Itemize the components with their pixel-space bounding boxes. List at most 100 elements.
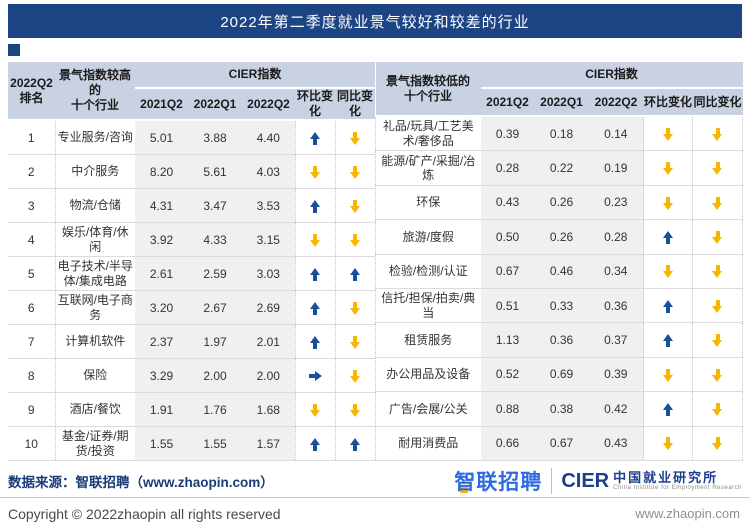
dual-table: 2022Q2 排名 景气指数较高的 十个行业 CIER指数 2021Q2 202… [8,62,744,462]
value-cell: 0.36 [534,322,589,358]
cier-name-en: China Institute for Employment Research [613,484,742,491]
industry-cell: 专业服务/咨询 [54,120,135,155]
value-cell: 0.39 [588,357,644,393]
value-cell: 5.01 [135,120,188,155]
down-arrow-icon [662,196,674,210]
table-row: 办公用品及设备 0.52 0.69 0.39 [375,357,744,393]
col-header-2022q2: 2022Q2 [588,88,644,117]
table-row: 8 保险 3.29 2.00 2.00 [8,358,376,393]
col-header-mom: 环比变化 [295,88,335,121]
col-header-low-industries: 景气指数较低的 十个行业 [375,62,481,117]
table-row: 礼品/玩具/工艺美术/奢侈品 0.39 0.18 0.14 [375,116,744,152]
industry-cell: 检验/检测/认证 [375,254,481,289]
down-arrow-icon [349,165,361,179]
value-cell: 0.36 [588,288,644,324]
website-text: www.zhaopin.com [635,506,740,521]
yoy-arrow-cell [334,154,376,189]
yoy-arrow-cell [692,357,744,393]
industry-cell: 能源/矿产/采掘/冶炼 [375,150,481,186]
value-cell: 0.18 [534,116,589,152]
mom-arrow-cell [643,219,693,255]
value-cell: 3.47 [188,188,242,223]
rank-cell: 2 [8,154,55,189]
down-arrow-icon [349,403,361,417]
down-arrow-icon [309,403,321,417]
col-header-2021q2: 2021Q2 [135,88,188,121]
col-header-rank: 2022Q2 排名 [8,62,55,121]
mom-arrow-cell [294,188,335,223]
value-cell: 2.59 [188,256,242,291]
down-arrow-icon [349,199,361,213]
mom-arrow-cell [643,322,693,358]
down-arrow-icon [349,233,361,247]
industry-cell: 信托/担保/拍卖/典当 [375,288,481,324]
value-cell: 1.91 [135,392,188,427]
mom-arrow-cell [643,426,693,462]
yoy-arrow-cell [334,392,376,427]
value-cell: 0.66 [480,426,535,462]
cier-institute-name: 中国就业研究所 China Institute for Employment R… [613,469,742,492]
mom-arrow-cell [294,120,335,155]
table-body-high: 1 专业服务/咨询 5.01 3.88 4.40 2 中介服务 8.20 5.61 4.03 3 物流… [8,120,376,461]
up-arrow-icon [309,437,321,451]
value-cell: 0.28 [480,150,535,186]
value-cell: 2.69 [242,290,295,325]
logo-divider [551,468,553,494]
table-row: 耐用消费品 0.66 0.67 0.43 [375,426,744,462]
table-body-low: 礼品/玩具/工艺美术/奢侈品 0.39 0.18 0.14 能源/矿产/采掘/冶炼 0.2… [375,116,744,462]
down-arrow-icon [662,437,674,451]
value-cell: 0.26 [534,185,589,221]
col-header-mom: 环比变化 [643,88,693,117]
value-cell: 4.33 [188,222,242,257]
industry-cell: 娱乐/体育/休闲 [54,222,135,257]
value-cell: 3.03 [242,256,295,291]
footer-divider [0,497,750,498]
title-banner: 2022年第二季度就业景气较好和较差的行业 [8,4,742,38]
value-cell: 2.01 [242,324,295,359]
down-arrow-icon [662,265,674,279]
col-header-yoy: 同比变化 [335,88,376,121]
value-cell: 0.23 [588,185,644,221]
value-cell: 3.53 [242,188,295,223]
mom-arrow-cell [643,116,693,152]
down-arrow-icon [349,301,361,315]
value-cell: 0.67 [534,426,589,462]
up-arrow-icon [309,267,321,281]
yoy-arrow-cell [334,324,376,359]
mom-arrow-cell [294,426,335,461]
up-arrow-icon [349,437,361,451]
up-arrow-icon [349,267,361,281]
down-arrow-icon [309,165,321,179]
table-row: 广告/会展/公关 0.88 0.38 0.42 [375,391,744,427]
value-cell: 0.19 [588,150,644,186]
value-cell: 3.20 [135,290,188,325]
industry-cell: 中介服务 [54,154,135,189]
down-arrow-icon [712,299,723,313]
logo-group: 智联招聘 CIER 中国就业研究所 China Institute for Em… [454,466,742,496]
value-cell: 0.43 [588,426,644,462]
mom-arrow-cell [294,358,335,393]
down-arrow-icon [662,162,674,176]
accent-square [8,44,20,56]
value-cell: 0.22 [534,150,589,186]
table-row: 旅游/度假 0.50 0.26 0.28 [375,219,744,255]
col-header-2022q2: 2022Q2 [242,88,295,121]
industry-cell: 保险 [54,358,135,393]
table-row: 租赁服务 1.13 0.36 0.37 [375,322,744,358]
table-low-prosperity: 景气指数较低的 十个行业 CIER指数 2021Q2 2022Q1 2022Q2… [375,62,744,462]
table-row: 信托/担保/拍卖/典当 0.51 0.33 0.36 [375,288,744,324]
industry-cell: 礼品/玩具/工艺美术/奢侈品 [375,116,481,152]
value-cell: 0.42 [588,391,644,427]
yoy-arrow-cell [334,222,376,257]
value-cell: 3.29 [135,358,188,393]
yoy-arrow-cell [334,290,376,325]
value-cell: 3.15 [242,222,295,257]
up-arrow-icon [309,131,321,145]
value-cell: 0.46 [534,254,589,289]
mom-arrow-cell [294,154,335,189]
down-arrow-icon [712,127,723,141]
cier-name-cn: 中国就业研究所 [613,469,719,485]
value-cell: 8.20 [135,154,188,189]
footer-source-row: 数据来源：智联招聘（www.zhaopin.com） 智联招聘 CIER 中国就… [0,461,750,497]
up-arrow-icon [309,335,321,349]
